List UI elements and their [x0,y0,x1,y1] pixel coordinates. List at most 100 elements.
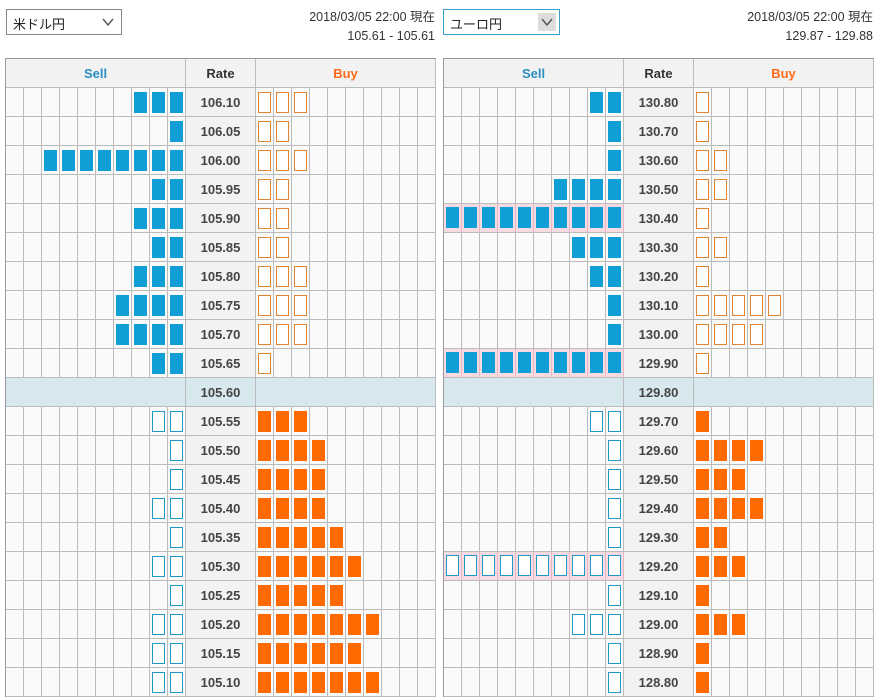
buy-cell [820,639,838,668]
buy-cell [328,233,346,262]
buy-cell [346,88,364,117]
buy-cell [712,88,730,117]
buy-cell [364,291,382,320]
sell-volume-block [572,179,585,200]
sell-cell [60,320,78,349]
sell-volume-block [590,92,603,113]
sell-volume-block [134,92,147,113]
sell-cell [552,610,570,639]
sell-volume-block [152,295,165,316]
sell-cell [114,320,132,349]
sell-cell [462,262,480,291]
buy-cell [712,291,730,320]
sell-cell [588,378,606,407]
buy-cell [712,668,730,697]
buy-volume-block [258,498,271,519]
sell-cell [462,581,480,610]
buy-cell [712,204,730,233]
rate-cell: 130.10 [624,291,694,320]
sell-volume-block [518,555,531,576]
buy-cell [382,320,400,349]
sell-cell [516,349,534,378]
buy-volume-block [696,266,709,287]
sell-cell [150,233,168,262]
sell-cell [6,233,24,262]
buy-cell [802,639,820,668]
sell-volume-block [446,207,459,228]
sell-cell [114,465,132,494]
sell-volume-block [590,352,603,373]
buy-cell [310,668,328,697]
buy-cell [784,291,802,320]
buy-cell [310,465,328,494]
sell-cell [96,523,114,552]
sell-cell [6,436,24,465]
sell-cell [462,552,480,581]
table-row: 105.45 [6,465,436,494]
pair-select-right[interactable]: ユーロ円 [443,9,560,35]
buy-cell [838,523,856,552]
buy-cell [292,581,310,610]
buy-cell [310,552,328,581]
sell-cell [168,175,186,204]
buy-cell [856,291,874,320]
buy-volume-block [696,179,709,200]
rate-cell: 129.50 [624,465,694,494]
sell-cell [444,291,462,320]
bid-ask-left: 105.61 - 105.61 [347,29,435,43]
buy-volume-block [258,527,271,548]
sell-cell [498,436,516,465]
sell-volume-block [572,555,585,576]
buy-volume-block [294,440,307,461]
buy-cell [274,88,292,117]
buy-volume-block [696,237,709,258]
buy-volume-block [276,208,289,229]
buy-cell [400,262,418,291]
buy-cell [418,407,436,436]
sell-cell [552,378,570,407]
buy-volume-block [696,672,709,693]
buy-cell [382,465,400,494]
buy-cell [820,523,838,552]
sell-cell [444,581,462,610]
sell-cell [6,349,24,378]
buy-volume-block [258,614,271,635]
buy-cell [856,175,874,204]
buy-cell [310,175,328,204]
buy-cell [382,668,400,697]
buy-cell [838,233,856,262]
rate-cell: 105.45 [186,465,256,494]
sell-cell [480,378,498,407]
buy-volume-block [714,150,727,171]
sell-volume-block [608,469,621,490]
buy-cell [382,523,400,552]
buy-cell [694,552,712,581]
current-rate-row: 129.80 [444,378,874,407]
pair-select-right-value: ユーロ円 [450,17,503,32]
quote-info-right: 2018/03/05 22:00 現在 129.87 - 129.88 [747,8,873,46]
sell-cell [444,349,462,378]
buy-volume-block [258,353,271,374]
sell-cell [534,233,552,262]
buy-cell [364,523,382,552]
sell-cell [60,117,78,146]
buy-cell [730,552,748,581]
sell-volume-block [152,179,165,200]
sell-cell [480,291,498,320]
sell-cell [534,610,552,639]
current-rate-row: 105.60 [6,378,436,407]
sell-volume-block [170,324,183,345]
table-row: 129.90 [444,349,874,378]
buy-cell [820,146,838,175]
buy-cell [328,639,346,668]
sell-cell [480,320,498,349]
sell-cell [168,407,186,436]
pair-select-left[interactable]: 米ドル円 [6,9,122,35]
sell-cell [96,610,114,639]
sell-cell [606,175,624,204]
buy-cell [346,465,364,494]
sell-cell [96,465,114,494]
sell-cell [516,552,534,581]
sell-cell [462,407,480,436]
sell-cell [516,175,534,204]
